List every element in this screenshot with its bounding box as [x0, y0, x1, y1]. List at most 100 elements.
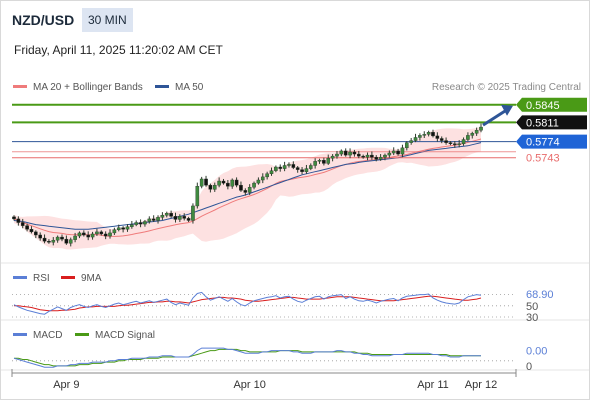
candle-body	[356, 153, 361, 157]
candle	[457, 140, 461, 148]
candle-body	[143, 221, 147, 225]
candle-body	[147, 218, 152, 222]
level-tag-0: 0.5845	[516, 97, 587, 112]
legend-ma20-swatch	[13, 84, 27, 88]
candle	[226, 180, 230, 190]
level-tag-1: 0.5811	[516, 115, 587, 130]
candle	[295, 165, 300, 173]
candle	[287, 162, 291, 168]
candle	[387, 150, 392, 158]
timeframe-badge[interactable]: 30 MIN	[82, 8, 133, 32]
candle-body	[383, 154, 387, 158]
candle	[396, 148, 400, 156]
candle	[121, 226, 125, 233]
candle-body	[116, 227, 121, 231]
candle-body	[156, 217, 160, 221]
candle-body	[243, 190, 248, 193]
legend-ma20-label: MA 20 + Bollinger Bands	[33, 82, 143, 93]
candle-body	[422, 134, 427, 136]
candle	[95, 228, 99, 237]
candle-body	[99, 231, 104, 235]
candle-body	[82, 232, 86, 236]
candle	[204, 175, 208, 187]
candle	[195, 182, 200, 209]
candle-body	[304, 168, 309, 172]
candle	[466, 132, 470, 142]
candle-body	[199, 178, 204, 187]
candle	[73, 232, 77, 243]
candle	[86, 231, 90, 241]
candle-body	[343, 150, 348, 156]
candle	[221, 178, 226, 185]
candle-body	[313, 161, 317, 166]
candle-body	[256, 179, 261, 184]
candle	[151, 215, 156, 223]
candle-body	[435, 135, 440, 139]
candle	[431, 129, 435, 138]
candle	[108, 229, 112, 239]
candle-body	[448, 142, 453, 144]
x-tick-label-2: Apr 11	[417, 379, 449, 391]
candle	[212, 182, 217, 192]
candle	[269, 167, 274, 176]
candle-body	[461, 139, 466, 144]
candle-body	[409, 140, 413, 143]
candle-body	[282, 165, 287, 169]
candle-body	[317, 160, 322, 162]
candle-body	[291, 164, 296, 168]
legend-rsi-ma-label: 9MA	[81, 273, 102, 284]
candle-body	[234, 179, 239, 186]
candle-body	[444, 140, 448, 143]
candle	[160, 212, 165, 220]
candle-body	[466, 135, 470, 140]
candle-body	[51, 239, 56, 243]
candle-body	[431, 132, 435, 137]
candle	[252, 181, 256, 190]
candle	[308, 163, 313, 171]
candle	[291, 161, 296, 170]
candle	[90, 231, 95, 240]
candle	[383, 153, 387, 161]
candle	[34, 230, 38, 239]
candle-body	[470, 133, 475, 136]
candle-body	[374, 156, 379, 160]
pair-title: NZD/USD	[12, 12, 75, 28]
candle-body	[29, 229, 34, 233]
candle	[317, 158, 322, 164]
candle-body	[221, 180, 226, 184]
candle	[178, 214, 182, 223]
ma50-line	[13, 142, 482, 230]
candle-body	[457, 143, 461, 145]
level-tag-3: 0.5743	[516, 150, 587, 165]
candle	[138, 219, 143, 228]
legend-macd-signal-swatch	[75, 332, 89, 336]
candle	[29, 226, 34, 234]
candle-body	[195, 186, 200, 207]
candle	[47, 239, 51, 244]
candle	[103, 231, 108, 240]
candle-body	[34, 231, 38, 236]
candle	[439, 136, 444, 144]
candle	[51, 237, 56, 246]
candle	[116, 224, 121, 232]
forecast-arrow-head	[501, 104, 513, 116]
candle-body	[274, 166, 278, 171]
level-tag-label-0: 0.5845	[526, 100, 560, 112]
candle	[391, 147, 396, 156]
candle-body	[348, 151, 352, 156]
candle-body	[169, 212, 173, 217]
candle-body	[265, 173, 269, 178]
candle	[370, 151, 374, 160]
candle	[422, 131, 427, 138]
candle	[239, 181, 243, 192]
candle-body	[396, 150, 400, 155]
candle	[143, 219, 147, 227]
rsi-tick-label-0: 50	[526, 301, 538, 313]
candle-body	[426, 132, 431, 135]
candle	[300, 167, 304, 175]
copyright-label: Research © 2025 Trading Central	[431, 82, 581, 93]
candle-body	[164, 212, 169, 216]
candle-body	[479, 126, 483, 131]
x-tick-label-1: Apr 10	[233, 379, 265, 391]
